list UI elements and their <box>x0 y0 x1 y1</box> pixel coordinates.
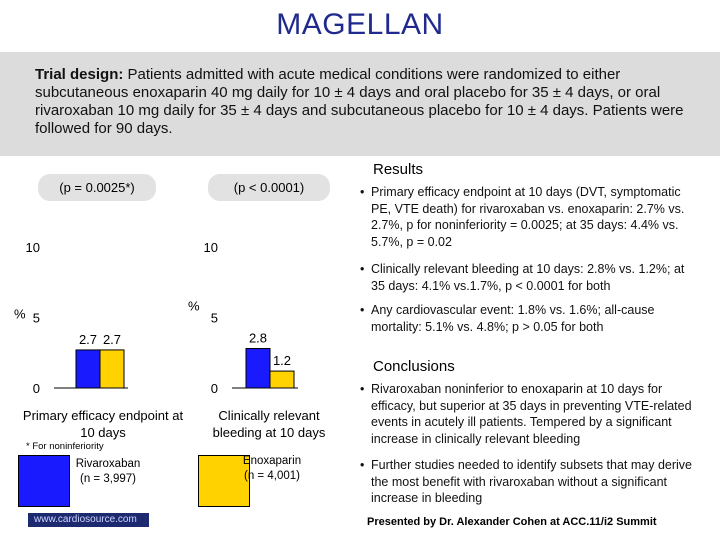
bar-enoxaparin <box>269 370 295 389</box>
legend-name-enoxaparin: Enoxaparin <box>242 455 302 467</box>
legend-label-enoxaparin: Enoxaparin (n = 4,001) <box>232 454 312 484</box>
bar-rivaroxaban <box>75 349 101 389</box>
cardiosource-logo: www.cardiosource.com <box>28 513 149 527</box>
y-tick-label: 5 <box>33 311 40 326</box>
trial-design-text: Trial design: Patients admitted with acu… <box>35 66 685 138</box>
y-axis-unit-label: % <box>14 307 26 322</box>
legend-swatch-rivaroxaban <box>18 455 70 507</box>
y-tick-label: 0 <box>33 381 40 396</box>
conclusions-list: • Rivaroxaban noninferior to enoxaparin … <box>360 382 693 505</box>
y-tick-label: 10 <box>26 240 40 255</box>
legend-n-enoxaparin: (n = 4,001) <box>244 470 300 482</box>
results-heading: Results <box>373 161 424 178</box>
y-tick-label: 0 <box>211 381 218 396</box>
footnote: * For noninferiority <box>26 441 104 452</box>
bar-rivaroxaban <box>245 348 271 389</box>
y-tick-label: 10 <box>204 240 218 255</box>
bar-value-label: 2.7 <box>103 332 121 347</box>
p-value-bleeding: (p < 0.0001) <box>208 174 330 201</box>
legend-name-rivaroxaban: Rivaroxaban <box>75 458 141 470</box>
y-axis-unit-label: % <box>188 299 200 314</box>
conclusions-heading: Conclusions <box>373 358 455 375</box>
y-tick-label: 5 <box>211 311 218 326</box>
bar-value-label: 2.8 <box>249 331 267 346</box>
legend-label-rivaroxaban: Rivaroxaban (n = 3,997) <box>68 457 148 487</box>
trial-design-body: Patients admitted with acute medical con… <box>35 66 684 137</box>
category-label-bleeding: Clinically relevant bleeding at 10 days <box>212 408 326 440</box>
trial-design-label: Trial design: <box>35 66 124 83</box>
bar-chart: 0 5 10% 2.7 2.7 0 5 10% 2.8 1.2 <box>14 240 298 396</box>
p-value-efficacy: (p = 0.0025*) <box>38 174 156 201</box>
results-list: • Primary efficacy endpoint at 10 days (… <box>360 185 685 334</box>
trial-design-box <box>0 52 720 156</box>
bar-enoxaparin <box>99 349 125 389</box>
bar-value-label: 1.2 <box>273 353 291 368</box>
legend-n-rivaroxaban: (n = 3,997) <box>80 473 136 485</box>
legend-swatch-enoxaparin <box>198 455 250 507</box>
page-title: MAGELLAN <box>276 8 444 41</box>
presenter-credit: Presented by Dr. Alexander Cohen at ACC.… <box>367 516 657 528</box>
bar-value-label: 2.7 <box>79 332 97 347</box>
category-label-efficacy: Primary efficacy endpoint at 10 days <box>22 408 184 440</box>
